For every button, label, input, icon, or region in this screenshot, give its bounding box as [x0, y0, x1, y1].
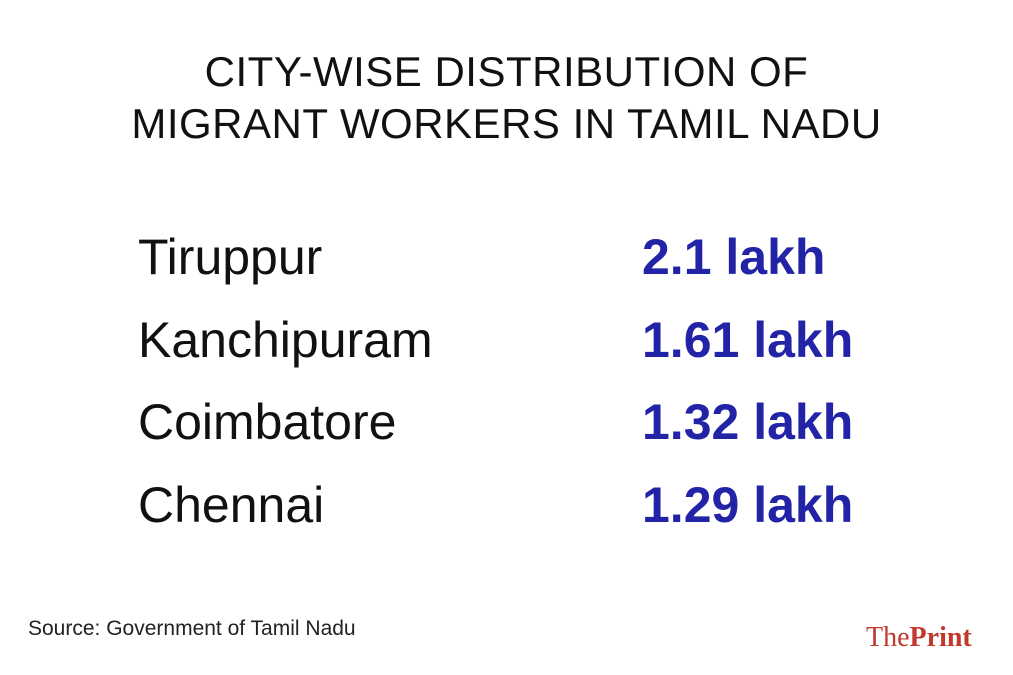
city-value: 1.61 lakh: [642, 311, 854, 368]
city-value: 1.29 lakh: [642, 476, 854, 533]
source: Source: Government of Tamil Nadu: [28, 617, 356, 640]
logo-part: Print: [909, 622, 972, 653]
city-name: Tiruppur: [138, 229, 323, 285]
title-line: MIGRANT WORKERS IN TAMIL NADU: [131, 100, 882, 147]
city-name: Kanchipuram: [138, 311, 433, 368]
city-value: 1.32 lakh: [642, 394, 854, 450]
logo: ThePrint: [866, 622, 972, 654]
city-name: Chennai: [138, 476, 325, 533]
logo-part: The: [866, 622, 910, 653]
city-name: Coimbatore: [138, 394, 397, 450]
city-value: 2.1 lakh: [642, 229, 826, 285]
title-line: CITY-WISE DISTRIBUTION OF: [204, 48, 809, 95]
